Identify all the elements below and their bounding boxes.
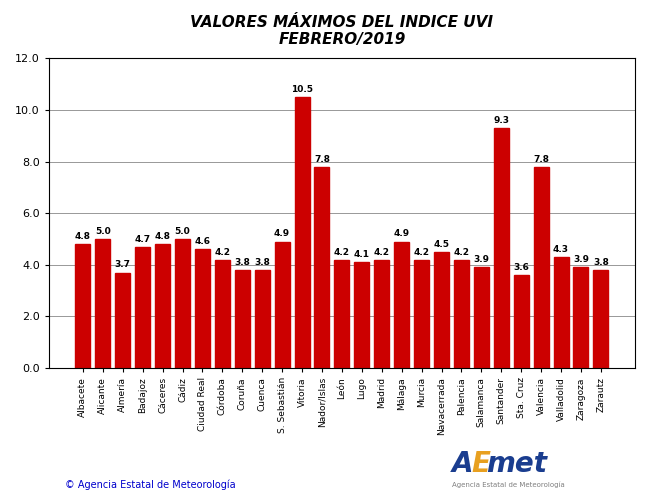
Text: 7.8: 7.8	[533, 154, 549, 164]
Text: 4.1: 4.1	[354, 250, 370, 259]
Text: 4.5: 4.5	[434, 240, 450, 249]
Bar	[573, 268, 588, 368]
Text: 9.3: 9.3	[493, 116, 509, 125]
Bar	[434, 252, 449, 368]
Text: 4.2: 4.2	[454, 248, 469, 256]
Text: © Agencia Estatal de Meteorología: © Agencia Estatal de Meteorología	[65, 479, 235, 490]
Bar	[334, 260, 349, 368]
Text: 4.7: 4.7	[135, 234, 151, 244]
Bar	[394, 242, 409, 368]
Bar	[175, 239, 190, 368]
Bar	[414, 260, 429, 368]
Text: 4.8: 4.8	[155, 232, 170, 241]
Text: 3.9: 3.9	[473, 256, 489, 264]
Text: Agencia Estatal de Meteorología: Agencia Estatal de Meteorología	[452, 482, 564, 488]
Text: 7.8: 7.8	[314, 154, 330, 164]
Text: 4.2: 4.2	[334, 248, 350, 256]
Text: 4.2: 4.2	[413, 248, 430, 256]
Text: 4.9: 4.9	[274, 230, 290, 238]
Bar	[135, 247, 150, 368]
Bar	[195, 250, 210, 368]
Text: 5.0: 5.0	[175, 227, 190, 236]
Bar	[554, 257, 569, 368]
Bar	[534, 166, 549, 368]
Text: 4.2: 4.2	[214, 248, 230, 256]
Bar	[115, 272, 130, 368]
Title: VALORES MÁXIMOS DEL INDICE UVI
FEBRERO/2019: VALORES MÁXIMOS DEL INDICE UVI FEBRERO/2…	[190, 15, 493, 48]
Bar	[514, 275, 528, 368]
Text: 3.7: 3.7	[115, 260, 131, 270]
Bar	[474, 268, 489, 368]
Text: 4.6: 4.6	[194, 237, 211, 246]
Bar	[155, 244, 170, 368]
Text: 5.0: 5.0	[95, 227, 110, 236]
Text: 3.6: 3.6	[514, 263, 529, 272]
Text: A: A	[452, 450, 473, 478]
Text: 3.9: 3.9	[573, 256, 589, 264]
Bar	[374, 260, 389, 368]
Bar	[235, 270, 250, 368]
Bar	[75, 244, 90, 368]
Text: 10.5: 10.5	[291, 85, 313, 94]
Text: 4.2: 4.2	[374, 248, 390, 256]
Bar	[294, 97, 309, 368]
Bar	[494, 128, 509, 368]
Bar	[255, 270, 270, 368]
Text: 3.8: 3.8	[254, 258, 270, 267]
Text: 4.3: 4.3	[553, 245, 569, 254]
Bar	[275, 242, 290, 368]
Text: 3.8: 3.8	[235, 258, 250, 267]
Bar	[96, 239, 111, 368]
Text: 4.9: 4.9	[394, 230, 410, 238]
Text: met: met	[486, 450, 547, 478]
Bar	[315, 166, 330, 368]
Bar	[215, 260, 230, 368]
Bar	[454, 260, 469, 368]
Bar	[354, 262, 369, 368]
Bar	[593, 270, 608, 368]
Text: E: E	[471, 450, 490, 478]
Text: 3.8: 3.8	[593, 258, 609, 267]
Text: 4.8: 4.8	[75, 232, 91, 241]
